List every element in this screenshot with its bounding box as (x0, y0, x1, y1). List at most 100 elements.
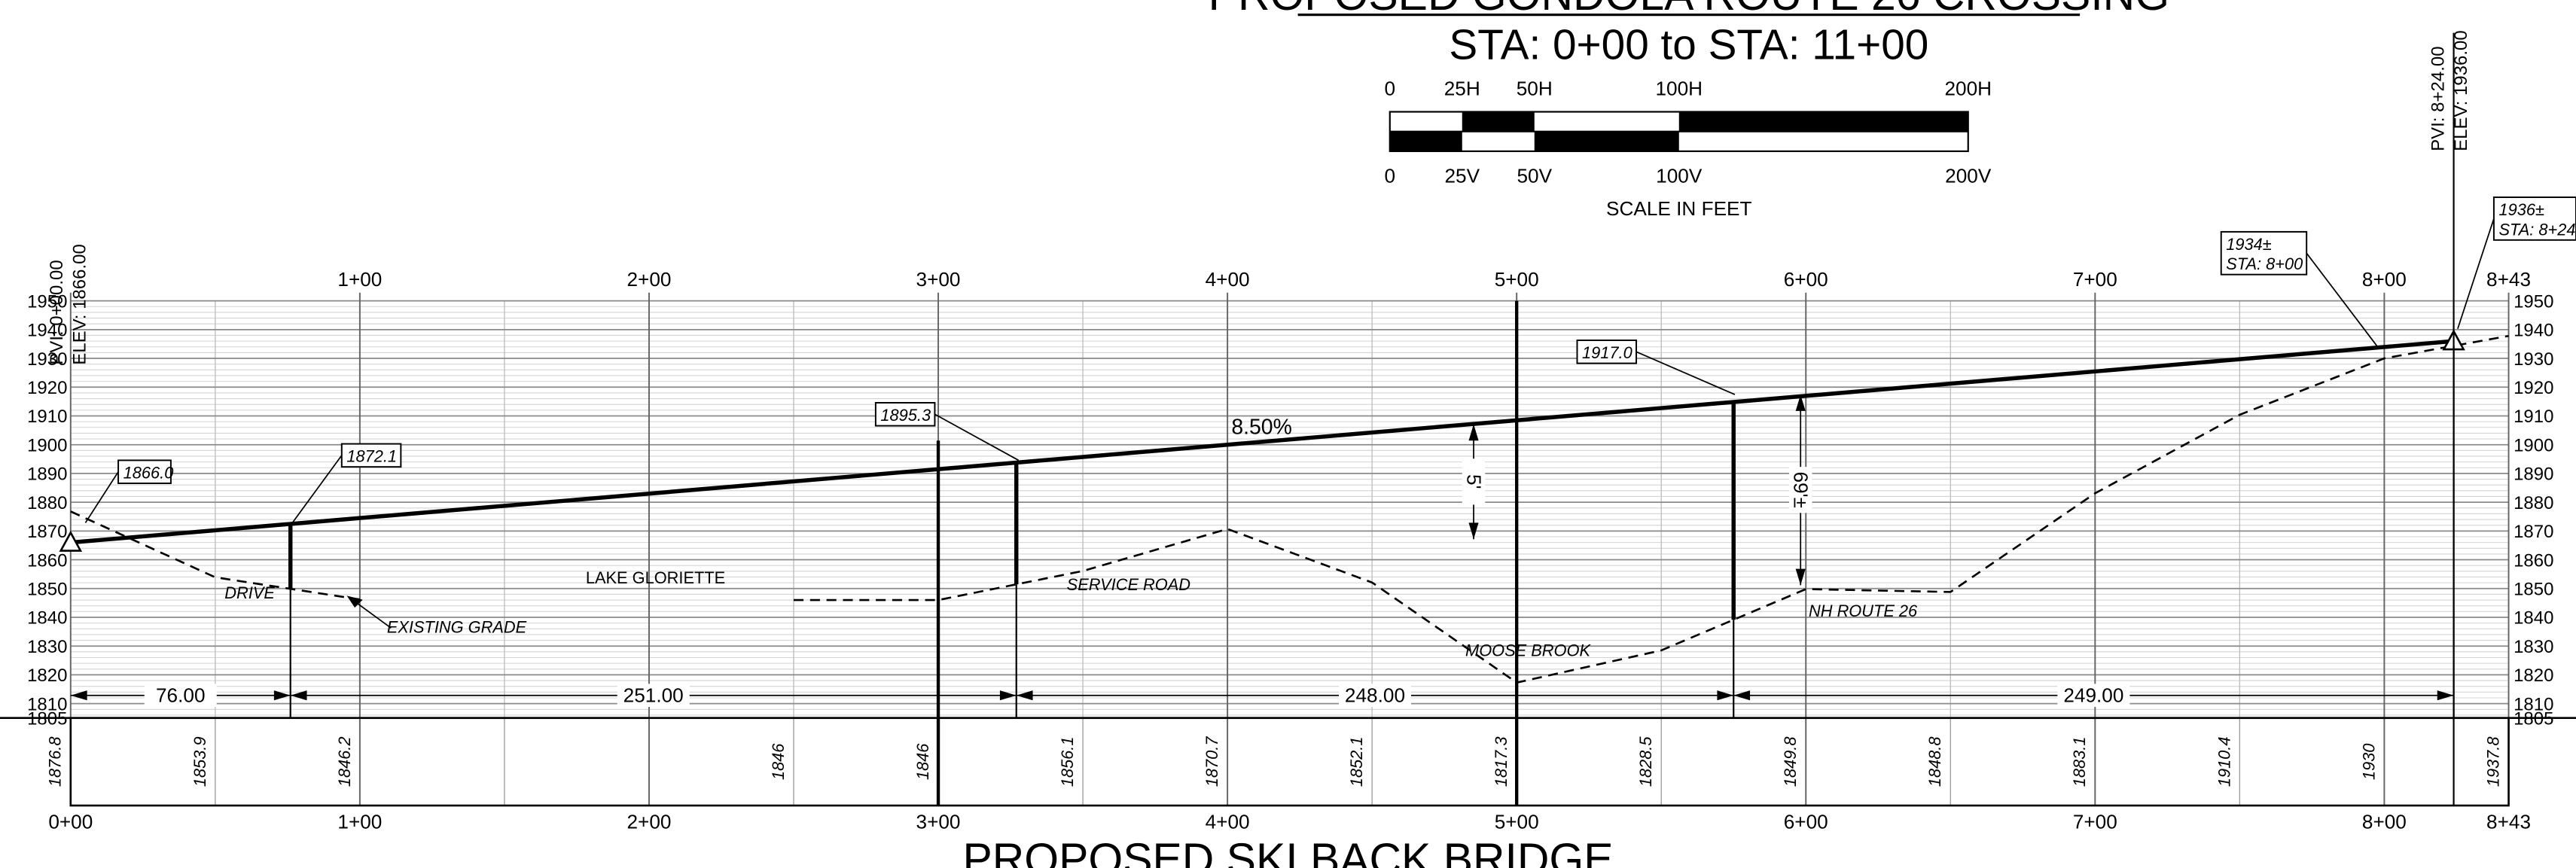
leader (1636, 351, 1736, 395)
scale-label: 200V (1945, 164, 1992, 187)
grade-label: 8.50% (1231, 415, 1291, 439)
y-tick-label: 1840 (27, 608, 67, 629)
x-tick-label: 1+00 (337, 811, 382, 833)
callout-text: 1934± (2226, 235, 2271, 254)
feature-label: LAKE GLORIETTE (586, 568, 725, 587)
callout-box (117, 459, 172, 484)
band-value: 1856.1 (1058, 737, 1077, 787)
x-tick-label: 3+00 (916, 811, 961, 833)
clearance-label: 69'± (1789, 471, 1812, 508)
callout-text: 1917.0 (1582, 343, 1632, 362)
y-tick-label: 1930 (2514, 349, 2553, 370)
band-value: 1852.1 (1347, 737, 1366, 787)
y-tick-label: 1870 (2514, 522, 2553, 542)
x-tick-label: 7+00 (2073, 268, 2117, 291)
callout-box (340, 443, 402, 468)
dimension-bg (2057, 684, 2130, 707)
label-arrow (346, 595, 392, 629)
dimension-bg (1338, 684, 1411, 707)
band-value: 1817.3 (1492, 737, 1511, 787)
y-tick-label: 1940 (2514, 321, 2553, 341)
scale-label: 100V (1656, 164, 1703, 187)
scale-label: 0 (1384, 78, 1395, 100)
callout-box (1576, 340, 1638, 364)
leader (2306, 252, 2379, 349)
y-tick-label: 1930 (27, 349, 67, 370)
x-tick-label: 5+00 (1495, 268, 1539, 291)
clearance-bg (1788, 467, 1812, 513)
scale-label: 200H (1944, 78, 1992, 100)
leader (291, 455, 343, 523)
y-tick-label: 1950 (27, 291, 67, 312)
proposed-grade (70, 339, 2454, 545)
scale-label: 50H (1517, 78, 1553, 100)
band-value: 1910.4 (2215, 737, 2233, 787)
existing-grade (793, 334, 2509, 684)
y-tick-label: 1810 (27, 694, 67, 714)
title: PROPOSED GONDOLA ROUTE 26 CROSSING (1209, 0, 2169, 20)
feature-label: MOOSE BROOK (1465, 641, 1591, 659)
feature-label: DRIVE (224, 583, 275, 602)
scale-label: 50V (1517, 164, 1552, 187)
band-value: 1870.7 (1203, 736, 1221, 787)
callout-text: 1866.0 (123, 463, 174, 482)
x-tick-label: 0+00 (48, 811, 93, 833)
pvi-station: PVI: 0+00.00 (47, 260, 67, 365)
x-tick-label: 8+43 (2486, 268, 2531, 291)
y-tick-label: 1820 (2514, 665, 2553, 686)
y-tick-label: 1890 (27, 464, 67, 485)
y-tick-label: 1940 (27, 321, 67, 341)
y-tick-label: 1850 (27, 579, 67, 599)
dimension-bg (144, 684, 217, 707)
pvi-marker (59, 530, 83, 552)
scale-label: 0 (1384, 164, 1395, 187)
band-value: 1849.8 (1781, 737, 1800, 787)
band-value: 1930 (2359, 744, 2378, 781)
band-value: 1846 (769, 743, 788, 780)
y-tick-label: 1890 (2514, 464, 2553, 485)
band-value: 1853.9 (191, 737, 209, 787)
band-value: 1876.8 (46, 737, 65, 787)
y-tick-label: 1880 (2514, 493, 2553, 513)
y-tick-label: 1840 (2514, 608, 2553, 629)
x-tick-label: 8+43 (2486, 811, 2531, 833)
pvi-elev: ELEV: 1866.00 (69, 244, 90, 365)
callout-text: STA: 8+24 (2498, 220, 2575, 239)
x-tick-label: 8+00 (2362, 268, 2407, 291)
band-value: 1828.5 (1636, 736, 1655, 787)
y-tick-label: 1910 (2514, 407, 2553, 427)
pvi-station: PVI: 8+24.00 (2428, 46, 2448, 151)
x-tick-label: 2+00 (626, 811, 671, 833)
y-tick-label: 1900 (27, 435, 67, 455)
scale-block (1462, 111, 1535, 132)
band-value: 1846.2 (335, 737, 354, 787)
y-tick-label: 1880 (27, 493, 67, 513)
callout-text: 1895.3 (880, 406, 931, 425)
scale-block (1389, 131, 1462, 151)
scale-bar (1389, 111, 1969, 152)
y-tick-label: 1820 (27, 665, 67, 686)
y-tick-label: 1920 (27, 378, 67, 398)
existing-grade (70, 510, 361, 601)
clearance-bg (1462, 458, 1486, 505)
y-tick-label: 1900 (2514, 435, 2553, 455)
x-tick-label: 2+00 (626, 268, 671, 291)
scale-block (1534, 131, 1679, 151)
x-tick-label: 1+00 (337, 268, 382, 291)
y-tick-label: 1860 (27, 550, 67, 571)
y-tick-label: 1810 (2514, 694, 2553, 714)
x-tick-label: 4+00 (1206, 268, 1250, 291)
y-tick-label: 1950 (2514, 291, 2553, 312)
leader (2457, 218, 2495, 330)
y-tick-label: 1870 (27, 522, 67, 542)
y-tick-label: 1910 (27, 407, 67, 427)
scale-caption: SCALE IN FEET (1606, 197, 1751, 220)
y-tick-label: 1830 (2514, 637, 2553, 657)
callout-text: STA: 8+00 (2226, 254, 2303, 273)
band-value: 1848.8 (1925, 737, 1944, 787)
leader (84, 471, 119, 523)
band-value: 1846 (913, 743, 932, 780)
scale-block (1678, 111, 1968, 132)
